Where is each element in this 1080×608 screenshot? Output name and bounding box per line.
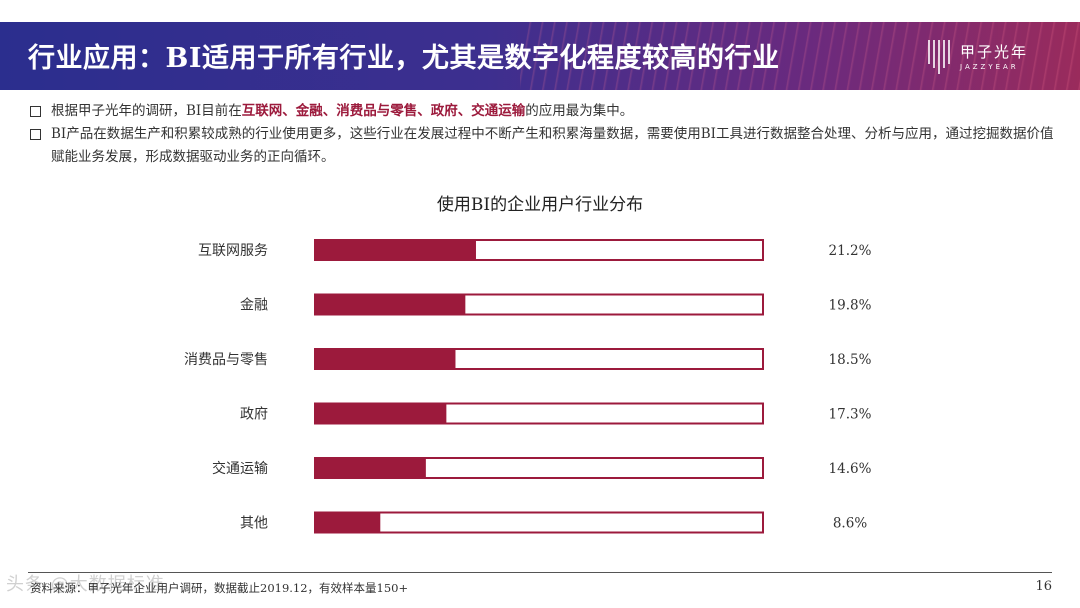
- logo-bars-icon: [928, 40, 950, 74]
- bullet-segment: 的应用最为集中。: [525, 103, 634, 119]
- watermark: 头条 @大数据标准: [6, 574, 165, 595]
- value-label: 14.6%: [829, 461, 872, 477]
- value-label: 21.2%: [829, 243, 872, 259]
- value-label: 8.6%: [833, 516, 867, 532]
- value-label: 19.8%: [829, 298, 872, 314]
- bar: [315, 240, 476, 260]
- bar: [315, 458, 426, 478]
- bullet-text: 根据甲子光年的调研，BI目前在互联网、金融、消费品与零售、政府、交通运输的应用最…: [51, 100, 1060, 123]
- source-note: 资料来源：甲子光年企业用户调研，数据截止2019.12，有效样本量150+: [30, 581, 409, 595]
- value-label: 18.5%: [829, 352, 872, 368]
- bar: [315, 349, 456, 369]
- category-label: 其他: [240, 516, 268, 532]
- bar: [315, 512, 381, 533]
- bullet-list: 根据甲子光年的调研，BI目前在互联网、金融、消费品与零售、政府、交通运输的应用最…: [30, 100, 1060, 169]
- industry-bar-chart: 互联网服务 21.2% 金融 19.8% 消费品与零售 18.5% 政府 17.3% 交通运输 1…: [184, 239, 872, 534]
- logo-name-cn: 甲子光年: [960, 43, 1029, 61]
- square-bullet-icon: [30, 129, 41, 140]
- banner-decoration: [520, 22, 1080, 90]
- bullet-text: BI产品在数据生产和积累较成熟的行业使用更多，这些行业在发展过程中不断产生和积累…: [51, 126, 1054, 165]
- bullet-item: BI产品在数据生产和积累较成熟的行业使用更多，这些行业在发展过程中不断产生和积累…: [30, 123, 1060, 169]
- category-label: 金融: [240, 298, 268, 314]
- logo-name-en: JAZZYEAR: [960, 63, 1019, 71]
- header-banner: 行业应用：BI适用于所有行业，尤其是数字化程度较高的行业 甲子光年 JAZZYE…: [0, 22, 1080, 90]
- bar: [315, 403, 447, 424]
- category-label: 政府: [240, 407, 268, 423]
- footer-divider: [28, 572, 1052, 573]
- bar: [315, 294, 466, 315]
- bullet-segment: 根据甲子光年的调研，BI目前在: [51, 103, 242, 119]
- square-bullet-icon: [30, 106, 41, 117]
- page-title: 行业应用：BI适用于所有行业，尤其是数字化程度较高的行业: [28, 43, 780, 74]
- bullet-item: 根据甲子光年的调研，BI目前在互联网、金融、消费品与零售、政府、交通运输的应用最…: [30, 100, 1060, 123]
- bullet-highlight: 互联网、金融、消费品与零售、政府、交通运输: [241, 103, 526, 119]
- value-label: 17.3%: [829, 407, 872, 423]
- category-label: 消费品与零售: [184, 352, 268, 368]
- category-label: 互联网服务: [198, 243, 268, 259]
- brand-logo: 甲子光年 JAZZYEAR: [926, 34, 1046, 78]
- chart-title: 使用BI的企业用户行业分布: [436, 195, 644, 215]
- category-label: 交通运输: [212, 460, 268, 477]
- bar-track: [314, 511, 764, 534]
- page-number: 16: [1035, 579, 1052, 594]
